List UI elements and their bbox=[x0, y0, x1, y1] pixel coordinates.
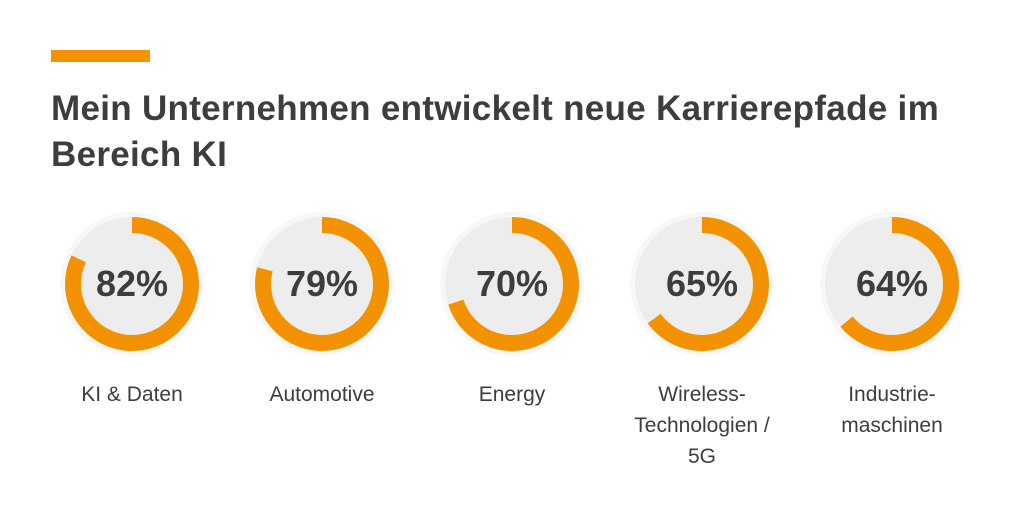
donut-arc-industriemaschinen bbox=[825, 217, 959, 351]
donut-chart-automotive bbox=[250, 212, 394, 356]
donut-energy: 70% bbox=[437, 209, 587, 359]
category-label-wireless: Wireless- Technologien / 5G bbox=[634, 383, 770, 468]
category-label-automotive: Automotive bbox=[269, 383, 375, 406]
donut-arc-wireless bbox=[635, 217, 769, 351]
donut-center bbox=[461, 233, 563, 335]
chart-title: Mein Unternehmen entwickelt neue Karrier… bbox=[51, 89, 939, 174]
donut-center bbox=[841, 233, 943, 335]
donut-center bbox=[651, 233, 753, 335]
donut-chart-ki-daten bbox=[60, 212, 204, 356]
accent-bar bbox=[51, 50, 150, 62]
donut-wireless: 65% bbox=[627, 209, 777, 359]
donut-ki-daten: 82% bbox=[57, 209, 207, 359]
donut-chart-wireless bbox=[630, 212, 774, 356]
donut-industriemaschinen: 64% bbox=[817, 209, 967, 359]
donut-chart-industriemaschinen bbox=[820, 212, 964, 356]
donut-center bbox=[81, 233, 183, 335]
donut-arc-ki-daten bbox=[65, 217, 199, 351]
value-label-automotive: 79% bbox=[285, 263, 359, 304]
value-label-energy: 70% bbox=[475, 263, 549, 304]
donut-chart-energy bbox=[440, 212, 584, 356]
donut-arc-energy bbox=[445, 217, 579, 351]
donut-arc-automotive bbox=[255, 217, 389, 351]
value-label-industriemaschinen: 64% bbox=[855, 263, 929, 304]
category-label-industriemaschinen: Industrie- maschinen bbox=[841, 383, 943, 437]
category-label-energy: Energy bbox=[478, 383, 546, 406]
value-label-ki-daten: 82% bbox=[95, 263, 169, 304]
donut-automotive: 79% bbox=[247, 209, 397, 359]
donut-center bbox=[271, 233, 373, 335]
value-label-wireless: 65% bbox=[665, 263, 739, 304]
category-label-ki-daten: KI & Daten bbox=[81, 383, 183, 406]
